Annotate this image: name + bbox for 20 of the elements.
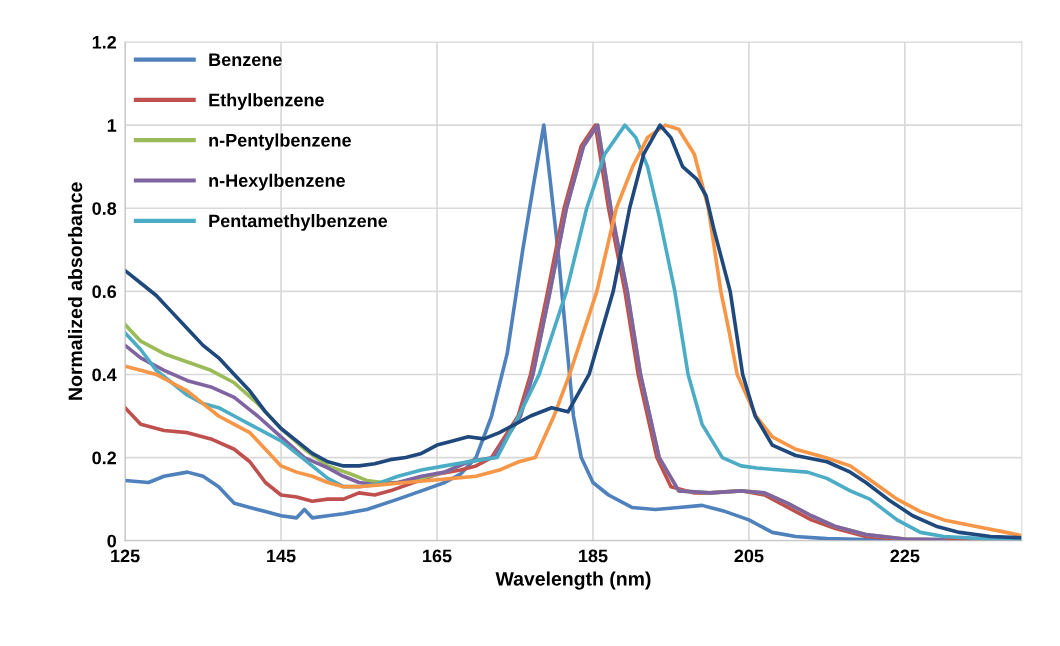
x-tick-label: 145 xyxy=(267,549,296,563)
legend-label: Benzene xyxy=(209,53,282,67)
y-tick-label: 1 xyxy=(107,119,117,132)
x-tick-label: 225 xyxy=(890,549,920,563)
y-axis-title: Normalized absorbance xyxy=(67,182,83,400)
x-tick-label: 185 xyxy=(579,549,608,563)
legend-label: n-Hexylbenzene xyxy=(209,173,345,191)
y-tick-label: 0.2 xyxy=(92,451,117,465)
y-tick-label: 0.8 xyxy=(92,202,117,215)
legend-label: n-Pentylbenzene xyxy=(209,133,351,151)
y-tick-label: 1.2 xyxy=(92,35,117,49)
legend-label: Ethylbenzene xyxy=(209,93,324,110)
y-tick-label: 0 xyxy=(107,534,117,548)
legend-label: Pentamethylbenzene xyxy=(209,214,388,231)
y-tick-label: 0.6 xyxy=(92,285,117,299)
x-axis-title: Wavelength (nm) xyxy=(495,571,651,590)
x-tick-label: 165 xyxy=(423,549,452,563)
y-tick-label: 0.4 xyxy=(92,368,117,382)
x-tick-label: 125 xyxy=(111,549,140,563)
x-tick-label: 205 xyxy=(734,549,764,563)
